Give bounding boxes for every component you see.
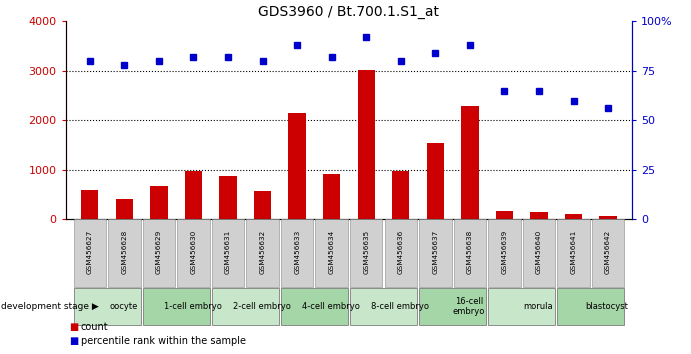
- Bar: [323, 174, 340, 219]
- Bar: [427, 143, 444, 219]
- Bar: [108, 219, 141, 287]
- Bar: [462, 107, 478, 219]
- Text: 1-cell embryo: 1-cell embryo: [164, 302, 221, 311]
- Bar: [565, 213, 582, 219]
- Text: GSM456631: GSM456631: [225, 230, 231, 274]
- Bar: [419, 219, 451, 287]
- Bar: [81, 190, 98, 219]
- Bar: [557, 287, 625, 325]
- Bar: [247, 219, 279, 287]
- Text: GSM456629: GSM456629: [156, 230, 162, 274]
- Text: GSM456634: GSM456634: [329, 230, 334, 274]
- Bar: [143, 287, 210, 325]
- Text: GSM456638: GSM456638: [467, 230, 473, 274]
- Bar: [350, 287, 417, 325]
- Bar: [315, 219, 348, 287]
- Bar: [358, 70, 375, 219]
- Text: oocyte: oocyte: [109, 302, 138, 311]
- Text: ■: ■: [69, 322, 78, 332]
- Text: 8-cell embryo: 8-cell embryo: [371, 302, 428, 311]
- Text: GSM456635: GSM456635: [363, 230, 369, 274]
- Bar: [419, 287, 486, 325]
- Bar: [289, 113, 305, 219]
- Text: morula: morula: [523, 302, 553, 311]
- Bar: [531, 212, 547, 219]
- Bar: [220, 176, 236, 219]
- Text: percentile rank within the sample: percentile rank within the sample: [81, 336, 246, 346]
- Bar: [600, 216, 617, 219]
- Text: GSM456633: GSM456633: [294, 230, 300, 274]
- Bar: [254, 191, 271, 219]
- Title: GDS3960 / Bt.700.1.S1_at: GDS3960 / Bt.700.1.S1_at: [258, 5, 439, 19]
- Text: development stage ▶: development stage ▶: [1, 302, 99, 311]
- Bar: [151, 186, 168, 219]
- Text: GSM456637: GSM456637: [433, 230, 438, 274]
- Bar: [350, 219, 383, 287]
- Bar: [281, 219, 314, 287]
- Text: GSM456642: GSM456642: [605, 230, 611, 274]
- Text: count: count: [81, 322, 108, 332]
- Bar: [116, 199, 133, 219]
- Text: GSM456630: GSM456630: [191, 230, 196, 274]
- Bar: [185, 171, 202, 219]
- Bar: [557, 219, 589, 287]
- Bar: [453, 219, 486, 287]
- Bar: [384, 219, 417, 287]
- Bar: [392, 171, 409, 219]
- Bar: [488, 219, 521, 287]
- Bar: [496, 211, 513, 219]
- Bar: [212, 219, 245, 287]
- Bar: [177, 219, 210, 287]
- Text: 2-cell embryo: 2-cell embryo: [233, 302, 290, 311]
- Text: 4-cell embryo: 4-cell embryo: [302, 302, 359, 311]
- Text: GSM456628: GSM456628: [122, 230, 127, 274]
- Text: GSM456627: GSM456627: [87, 230, 93, 274]
- Bar: [73, 219, 106, 287]
- Bar: [523, 219, 556, 287]
- Bar: [212, 287, 279, 325]
- Text: ■: ■: [69, 336, 78, 346]
- Text: GSM456641: GSM456641: [571, 230, 576, 274]
- Bar: [73, 287, 140, 325]
- Text: GSM456640: GSM456640: [536, 230, 542, 274]
- Bar: [488, 287, 555, 325]
- Text: blastocyst: blastocyst: [585, 302, 629, 311]
- Text: 16-cell
embryo: 16-cell embryo: [453, 297, 485, 316]
- Text: GSM456636: GSM456636: [398, 230, 404, 274]
- Bar: [591, 219, 624, 287]
- Text: GSM456632: GSM456632: [260, 230, 265, 274]
- Bar: [143, 219, 176, 287]
- Text: GSM456639: GSM456639: [502, 230, 507, 274]
- Bar: [281, 287, 348, 325]
